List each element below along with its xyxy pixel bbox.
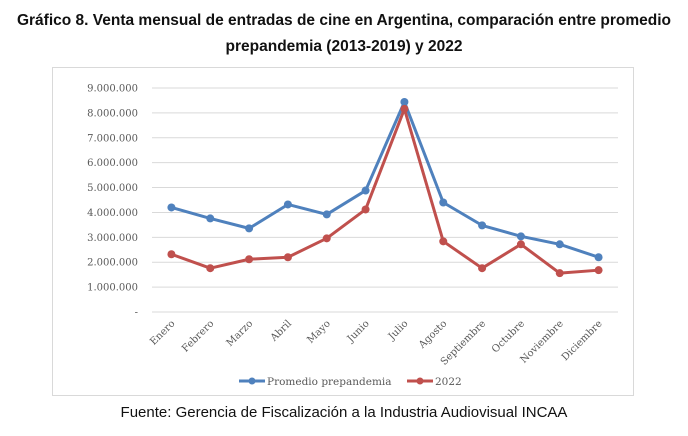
data-point xyxy=(206,214,215,223)
data-point xyxy=(245,255,254,264)
y-tick-label: - xyxy=(135,308,138,319)
source-note: Fuente: Gerencia de Fiscalización a la I… xyxy=(120,404,568,421)
x-tick-label: Enero xyxy=(148,318,177,347)
x-tick-label: Julio xyxy=(386,318,411,343)
y-tick-label: 7.000.000 xyxy=(87,133,138,144)
y-tick-label: 9.000.000 xyxy=(87,84,138,95)
data-point xyxy=(478,264,487,273)
data-point xyxy=(594,266,603,275)
data-point xyxy=(516,232,525,241)
data-point xyxy=(516,240,525,249)
x-tick-label: Marzo xyxy=(225,318,256,349)
y-tick-label: 1.000.000 xyxy=(87,283,138,294)
y-axis-tick-labels: - 1.000.000 2.000.000 3.000.000 4.000.000 5.0… xyxy=(87,84,138,319)
y-tick-label: 5.000.000 xyxy=(87,183,138,194)
data-point xyxy=(206,264,215,273)
data-point xyxy=(400,97,409,106)
legend-dot-marker xyxy=(416,377,424,385)
gridlines xyxy=(152,87,618,313)
y-tick-label: 6.000.000 xyxy=(87,158,138,169)
legend: Promedio prepandemia 2022 xyxy=(239,376,462,388)
data-point xyxy=(555,240,564,249)
data-point xyxy=(322,210,331,219)
y-tick-label: 2.000.000 xyxy=(87,258,138,269)
x-tick-label: Octubre xyxy=(490,318,527,355)
series-lines xyxy=(167,97,603,278)
legend-item: 2022 xyxy=(407,376,462,388)
x-tick-label: Agosto xyxy=(416,318,449,351)
legend-item: Promedio prepandemia xyxy=(239,376,392,388)
chart-title-line-1: Gráfico 8. Venta mensual de entradas de … xyxy=(16,12,672,29)
x-axis-tick-labels: Enero Febrero Marzo Abril Mayo Junio Julio Agos… xyxy=(148,318,605,367)
data-point xyxy=(283,253,292,262)
x-tick-label: Junio xyxy=(345,318,372,345)
chart-title-line-2: prepandemia (2013-2019) y 2022 xyxy=(225,38,463,55)
chart-area: - 1.000.000 2.000.000 3.000.000 4.000.000 5.0… xyxy=(52,67,634,396)
data-point xyxy=(361,205,370,214)
data-point xyxy=(361,186,370,195)
line-chart: - 1.000.000 2.000.000 3.000.000 4.000.000 5.0… xyxy=(87,84,618,388)
y-tick-label: 8.000.000 xyxy=(87,108,138,119)
data-point xyxy=(245,224,254,233)
data-point xyxy=(167,250,176,259)
y-tick-label: 4.000.000 xyxy=(87,208,138,219)
series-line-2022 xyxy=(170,107,599,275)
legend-dot-marker xyxy=(248,377,256,385)
x-tick-label: Abril xyxy=(268,318,294,344)
chart-title: Gráfico 8. Venta mensual de entradas de … xyxy=(0,8,688,60)
data-point xyxy=(439,198,448,207)
x-tick-label: Febrero xyxy=(180,318,216,354)
data-point xyxy=(167,203,176,212)
data-point xyxy=(594,253,603,262)
data-point xyxy=(322,234,331,243)
y-tick-label: 3.000.000 xyxy=(87,233,138,244)
legend-label: 2022 xyxy=(435,376,462,388)
data-point xyxy=(478,221,487,230)
legend-label: Promedio prepandemia xyxy=(267,376,392,388)
data-point xyxy=(400,104,409,113)
data-point xyxy=(439,237,448,246)
x-tick-label: Diciembre xyxy=(560,318,605,363)
x-tick-label: Mayo xyxy=(305,318,332,345)
series-line-promedio-prepandemia xyxy=(171,100,600,259)
data-point xyxy=(555,269,564,278)
data-point xyxy=(283,200,292,209)
